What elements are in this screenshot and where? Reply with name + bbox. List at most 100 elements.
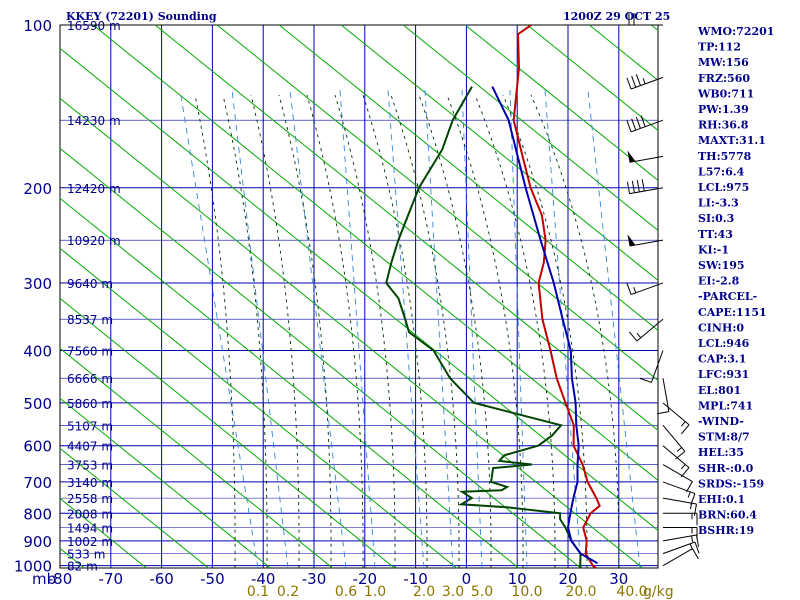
- wind-barb: [662, 548, 699, 567]
- index-value: EHI:0.1: [698, 493, 745, 506]
- wind-barbs: [626, 13, 700, 567]
- mixing-ratio-labels: 0.1 0.2 0.6 1.0 2.0 3.0 5.0 10.0 20.0 40.0: [247, 584, 648, 600]
- height-label: 6666 m: [67, 372, 113, 386]
- plot-frame: [59, 24, 659, 569]
- temperature-tick-label: 10: [508, 570, 527, 588]
- temperature-tick-label: -70: [99, 570, 124, 588]
- dry-adiabat: [154, 24, 659, 431]
- wind-barb: [628, 13, 663, 26]
- index-value: STM:8/7: [698, 431, 750, 444]
- index-value: SHR-:0.0: [698, 462, 754, 475]
- moist-adiabat: [250, 94, 300, 568]
- dry-adiabat: [278, 24, 659, 331]
- sounding-traces: [385, 25, 601, 568]
- dry-adiabat: [92, 24, 659, 481]
- dry-adiabat: [59, 47, 659, 531]
- index-value: MAXT:31.1: [698, 134, 766, 147]
- height-label: 1494 m: [67, 522, 113, 536]
- index-value: HEL:35: [698, 446, 744, 459]
- height-label: 16590 m: [67, 19, 121, 33]
- pressure-unit-label: mb: [32, 570, 56, 588]
- mixing-ratio-label: 0.6: [335, 584, 357, 600]
- index-value: L57:6.4: [698, 165, 745, 178]
- index-value: CINH:0: [698, 321, 744, 334]
- dry-adiabat: [340, 24, 659, 281]
- mixing-ratio-label: 1.0: [364, 584, 386, 600]
- moist-adiabat: [194, 94, 236, 568]
- mixing-ratio-line: [509, 89, 528, 569]
- index-value: EI:-2.8: [698, 275, 740, 288]
- mixing-ratio-line: [339, 89, 376, 569]
- mixing-ratio-lines: [179, 89, 641, 569]
- index-value: MPL:741: [698, 399, 753, 412]
- index-value: PW:1.39: [698, 103, 749, 116]
- height-label: 3753 m: [67, 459, 113, 473]
- wind-barb: [639, 350, 664, 383]
- sounding-indices-panel: WMO:72201 TP:112 MW:156 FRZ:560 WB0:711 PW:1.…: [697, 25, 774, 537]
- pressure-tick-label: 800: [23, 505, 52, 523]
- temperature-tick-label: 30: [609, 570, 628, 588]
- moist-adiabats: [194, 94, 620, 568]
- dry-adiabat: [59, 347, 333, 569]
- mixing-ratio-label: 2.0: [413, 584, 435, 600]
- wind-barb: [628, 318, 664, 342]
- height-label: 12420 m: [67, 182, 121, 196]
- height-label: 9640 m: [67, 277, 113, 291]
- moist-adiabat: [502, 94, 588, 568]
- wind-barb: [662, 445, 690, 478]
- pressure-tick-label: 600: [23, 438, 52, 456]
- height-label: 2008 m: [67, 507, 113, 521]
- moist-adiabat: [306, 94, 364, 568]
- moist-adiabat: [334, 94, 396, 568]
- moist-adiabat: [222, 94, 268, 568]
- wind-barb: [662, 481, 696, 505]
- height-labels: 16590 m 14230 m 12420 m 10920 m 9640 m 8537 m…: [67, 19, 121, 574]
- wind-barb: [662, 402, 690, 435]
- moist-adiabat: [446, 94, 524, 568]
- index-value: -WIND-: [698, 415, 744, 428]
- index-value: TT:43: [698, 228, 733, 241]
- index-value: CAP:3.1: [698, 353, 746, 366]
- wind-barb: [662, 464, 693, 493]
- temperature-axis-labels: -80 -70 -60 -50 -40 -30 -20 -10 0 10 20 30: [48, 570, 629, 588]
- index-value: -PARCEL-: [698, 290, 757, 303]
- moist-adiabat: [474, 94, 556, 568]
- temperature-tick-label: -10: [403, 570, 428, 588]
- height-label: 82 m: [67, 560, 98, 574]
- dry-adiabat: [59, 197, 519, 569]
- mixing-ratio-line: [179, 89, 259, 569]
- index-value: MW:156: [698, 56, 749, 69]
- temperature-tick-label: 20: [558, 570, 577, 588]
- dry-adiabat: [589, 24, 659, 81]
- mixing-ratio-label: 0.2: [277, 584, 299, 600]
- pressure-tick-label: 200: [23, 180, 52, 198]
- wind-barb: [627, 150, 664, 163]
- pressure-temperature-grid: [59, 24, 659, 569]
- pressure-tick-label: 400: [23, 343, 52, 361]
- index-value: SI:0.3: [698, 212, 734, 225]
- index-value: LFC:931: [698, 368, 749, 381]
- wind-barb: [656, 378, 670, 415]
- dry-adiabat: [59, 147, 581, 569]
- temperature-tick-label: -40: [251, 570, 276, 588]
- mixing-ratio-label: 3.0: [442, 584, 464, 600]
- dry-adiabat: [464, 24, 659, 181]
- temperature-tick-label: -20: [353, 570, 378, 588]
- index-value: TP:112: [698, 41, 741, 54]
- height-label: 1002 m: [67, 535, 113, 549]
- temperature-tick-label: -60: [149, 570, 174, 588]
- index-value: SRDS:-159: [698, 477, 764, 490]
- index-value: BRN:60.4: [698, 509, 757, 522]
- pressure-tick-label: 100: [23, 17, 52, 35]
- wind-barb: [626, 179, 664, 195]
- wind-barb: [662, 541, 700, 555]
- moist-adiabat: [390, 94, 460, 568]
- moist-adiabat: [362, 94, 428, 568]
- dry-adiabat: [59, 447, 209, 569]
- pressure-axis-labels: 100 200 300 400 500 600 700 800 900 1000: [14, 17, 52, 576]
- height-label: 5107 m: [67, 419, 113, 433]
- index-value: WB0:711: [697, 87, 754, 100]
- height-label: 14230 m: [67, 114, 121, 128]
- sounding-trace-2: [491, 86, 598, 565]
- height-label: 10920 m: [67, 234, 121, 248]
